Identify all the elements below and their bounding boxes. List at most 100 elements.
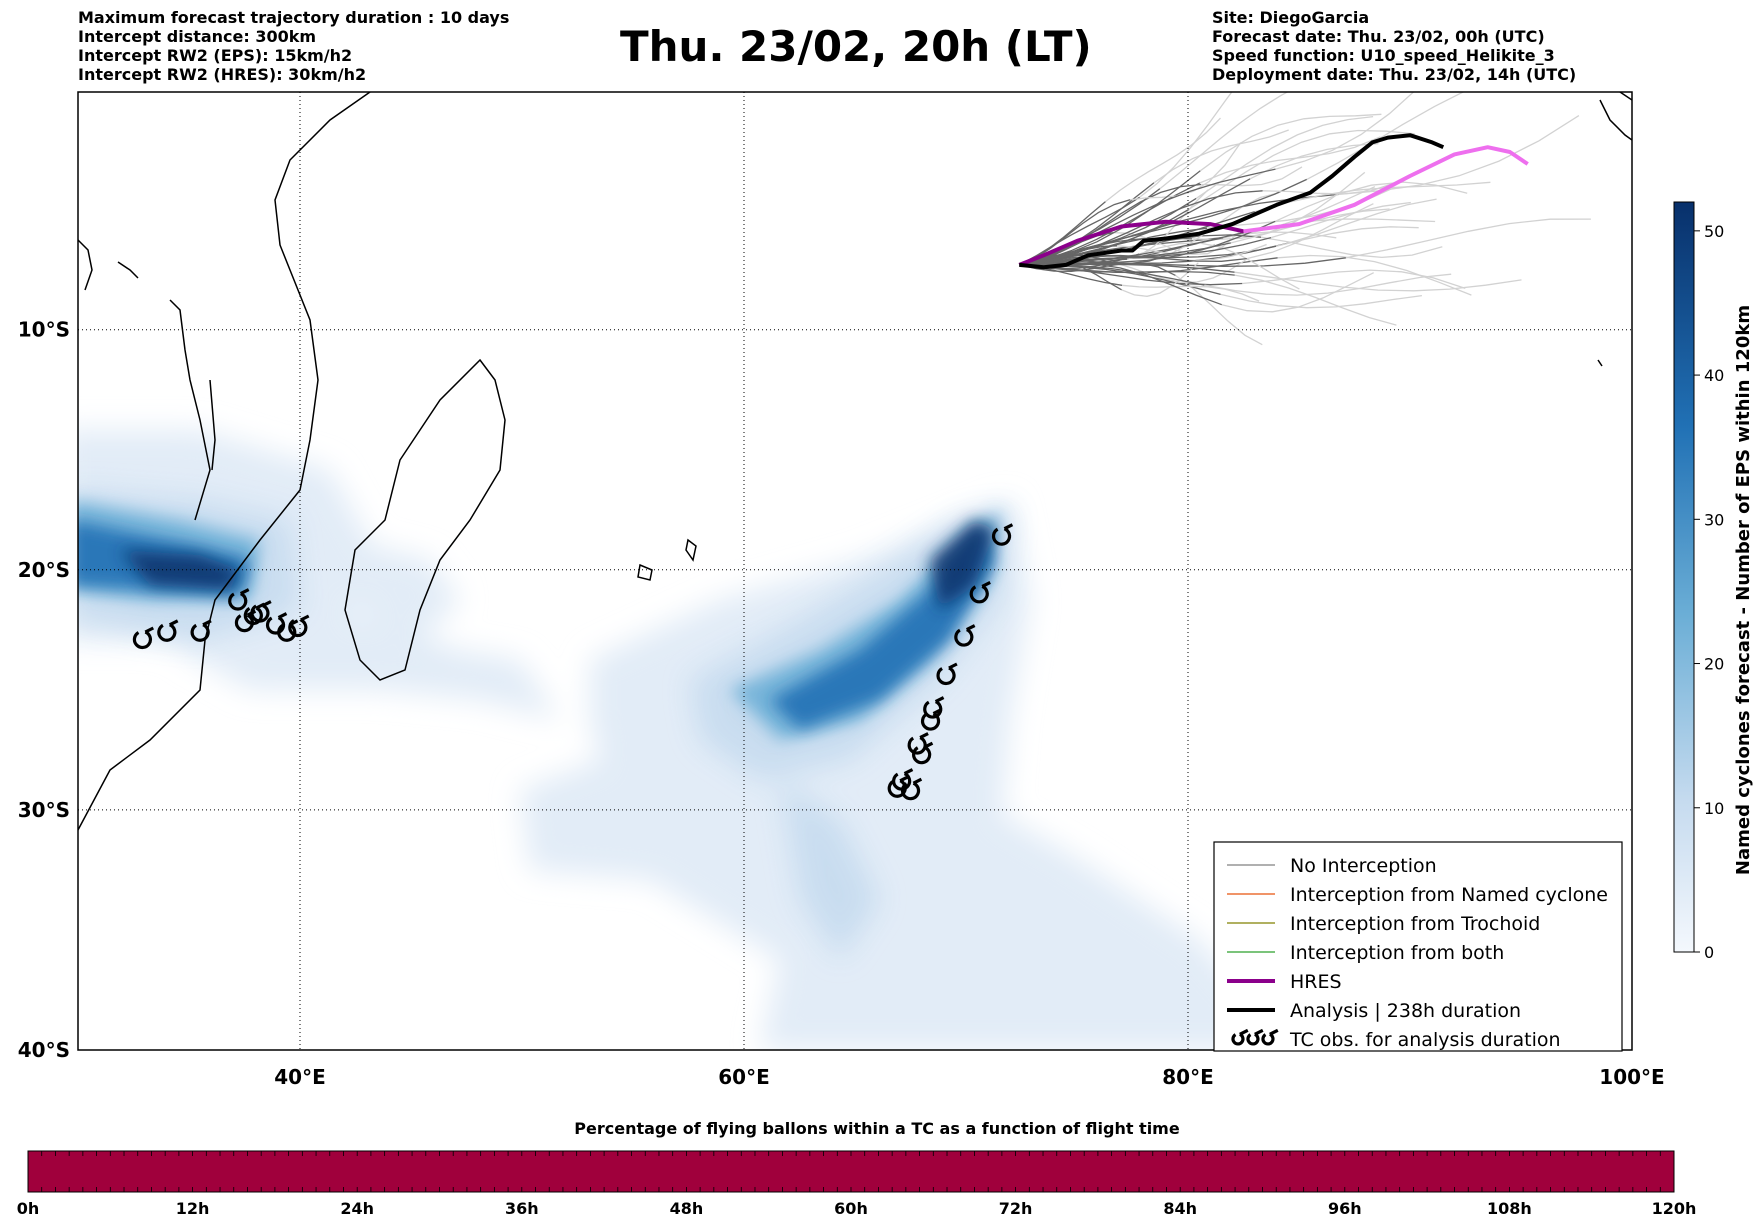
run-parameters: Maximum forecast trajectory duration : 1… [78, 8, 509, 84]
latitude-labels: 10°S 20°S 30°S 40°S [18, 318, 70, 1062]
lat-tick-label: 30°S [18, 798, 70, 822]
flight-time-tick-label: 0h [17, 1199, 40, 1218]
lat-tick-label: 20°S [18, 558, 70, 582]
ensemble-member-track [1270, 201, 1411, 239]
ensemble-member-track [1153, 129, 1289, 184]
ensemble-member-track [1275, 92, 1415, 170]
ensemble-member-track [1019, 262, 1223, 306]
ensemble-member-track [1246, 203, 1374, 260]
tc-obs-marker [936, 662, 958, 686]
tc-obs-marker [1261, 1028, 1279, 1046]
ensemble-member-track [1222, 231, 1337, 239]
flight-time-tick-label: 96h [1328, 1199, 1362, 1218]
flight-time-tick-label: 12h [176, 1199, 210, 1218]
flight-time-tick-label: 84h [1163, 1199, 1197, 1218]
ensemble-member-track [1121, 262, 1199, 297]
ensemble-member-track [1201, 166, 1303, 187]
hres-track-late [1243, 145, 1529, 234]
hres-track [1018, 145, 1529, 267]
tc-obs-marker [907, 732, 929, 755]
legend-label: Interception from Named cyclone [1290, 884, 1608, 906]
legend-label: Analysis | 238h duration [1290, 1000, 1521, 1022]
legend-label: TC obs. for analysis duration [1289, 1029, 1561, 1051]
tc-obs-marker [1231, 1028, 1249, 1046]
ensemble-member-track [1277, 254, 1472, 296]
ensemble-member-track [1019, 236, 1272, 266]
param-line: Intercept distance: 300km [78, 27, 317, 46]
flight-time-tick-label: 24h [340, 1199, 374, 1218]
ensemble-member-track [1262, 181, 1399, 195]
ensemble-member-track [1204, 273, 1452, 296]
ensemble-member-track [1220, 293, 1422, 309]
tc-obs-marker [991, 523, 1014, 546]
tc-obs-marker [288, 614, 310, 638]
ensemble-member-track [1234, 271, 1522, 292]
hres-track-early [1018, 219, 1244, 267]
colorbar-tick-label: 30 [1704, 510, 1724, 529]
lat-tick-label: 40°S [18, 1038, 70, 1062]
tc-obs-marker [250, 600, 272, 623]
tc-obs-marker [923, 696, 945, 719]
tc-observations [132, 523, 1014, 801]
tc-obs-marker [132, 626, 155, 650]
tc-obs-marker [912, 741, 934, 765]
lon-tick-label: 60°E [718, 1065, 770, 1089]
graticule [78, 92, 1632, 1050]
colorbar-tick-label: 50 [1704, 222, 1724, 241]
colorbar-tick-label: 0 [1704, 943, 1714, 962]
flight-time-tick-label: 72h [999, 1199, 1033, 1218]
ensemble-member-track [1199, 136, 1381, 184]
cyclone-density-field [78, 430, 1270, 1050]
param-line: Maximum forecast trajectory duration : 1… [78, 8, 510, 27]
colorbar-tick-label: 10 [1704, 799, 1724, 818]
lon-tick-label: 100°E [1599, 1065, 1664, 1089]
colorbar-tick-label: 20 [1704, 655, 1724, 674]
tc-obs-marker [954, 624, 976, 647]
ensemble-member-track [1254, 181, 1491, 213]
tc-obs-marker [157, 619, 179, 642]
ensemble-member-track [1221, 272, 1374, 313]
colorbar-label: Named cyclones forecast - Number of EPS … [1733, 305, 1754, 875]
legend-label: Interception from both [1290, 942, 1504, 964]
ensemble-member-track [1019, 264, 1235, 276]
tc-obs-marker [265, 612, 288, 635]
param-line: Intercept RW2 (HRES): 30km/h2 [78, 65, 367, 84]
ensemble-member-track [1019, 254, 1247, 266]
tc-obs-marker [969, 580, 991, 604]
flight-time-tick-label: 36h [505, 1199, 539, 1218]
ensemble-member-track [1105, 117, 1221, 203]
tc-obs-marker [920, 708, 943, 731]
ensemble-member-track [1139, 242, 1300, 290]
lon-tick-label: 80°E [1162, 1065, 1214, 1089]
ensemble-member-track [1188, 129, 1415, 210]
flight-time-tick-label: 108h [1487, 1199, 1532, 1218]
longitude-labels: 40°E 60°E 80°E 100°E [274, 1065, 1664, 1089]
site-line: Deployment date: Thu. 23/02, 14h (UTC) [1212, 65, 1577, 84]
legend-label: HRES [1290, 971, 1342, 993]
ensemble-member-track [1195, 115, 1374, 199]
ensemble-member-track [1159, 92, 1289, 190]
site-line: Forecast date: Thu. 23/02, 00h (UTC) [1212, 27, 1545, 46]
site-line: Speed function: U10_speed_Helikite_3 [1212, 46, 1555, 65]
map-title: Thu. 23/02, 20h (LT) [620, 22, 1092, 71]
ensemble-member-track [1019, 183, 1202, 266]
colorbar: 0 10 20 30 40 50 Named cyclones forecast - Nu… [1673, 201, 1754, 962]
lon-tick-label: 40°E [274, 1065, 326, 1089]
colorbar-tick-label: 40 [1704, 366, 1724, 385]
flight-time-tick-label: 60h [834, 1199, 868, 1218]
analysis-track [1019, 133, 1445, 270]
site-info: Site: DiegoGarcia Forecast date: Thu. 23… [1212, 8, 1576, 84]
param-line: Intercept RW2 (EPS): 15km/h2 [78, 46, 353, 65]
ensemble-member-track [1019, 168, 1276, 266]
ensemble-member-track [1260, 236, 1443, 259]
legend-label: Interception from Trochoid [1290, 913, 1540, 935]
tc-obs-marker [1246, 1028, 1264, 1046]
map-frame [77, 91, 1633, 1051]
tc-obs-marker [228, 588, 250, 611]
legend-label: No Interception [1290, 855, 1437, 877]
ensemble-member-track [1234, 274, 1397, 326]
ensemble-member-track [1019, 170, 1201, 266]
flight-time-tick-label: 48h [670, 1199, 704, 1218]
site-line: Site: DiegoGarcia [1212, 8, 1370, 27]
